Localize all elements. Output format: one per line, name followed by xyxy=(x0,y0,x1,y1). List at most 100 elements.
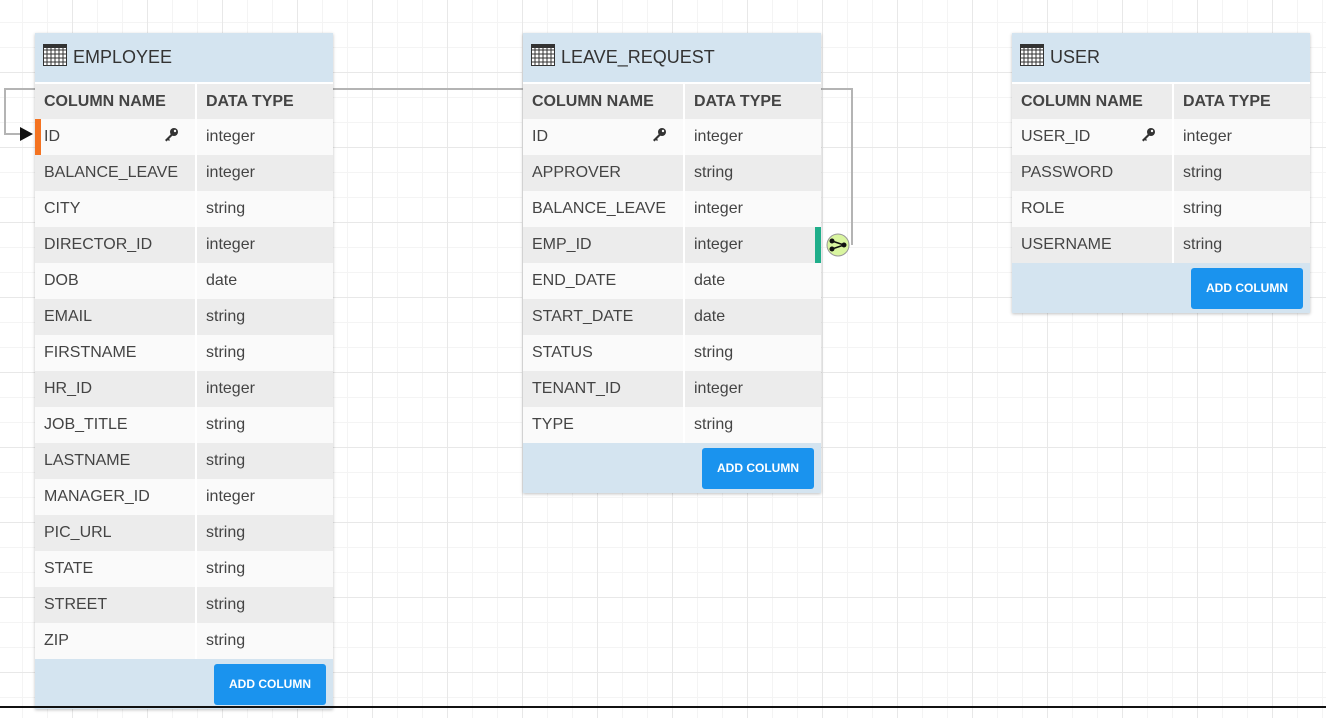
canvas-bottom-border xyxy=(0,706,1326,708)
table-row[interactable]: DIRECTOR_ID integer xyxy=(35,227,333,263)
data-type: string xyxy=(206,308,246,325)
column-name: ID xyxy=(532,128,548,145)
relationship-line xyxy=(4,88,853,245)
column-name: START_DATE xyxy=(532,308,634,325)
table-footer: ADD COLUMN xyxy=(523,443,821,493)
table-row[interactable]: ROLE string xyxy=(1012,191,1310,227)
column-name: STREET xyxy=(44,596,108,613)
table-row[interactable]: HR_ID integer xyxy=(35,371,333,407)
column-name: BALANCE_LEAVE xyxy=(532,200,666,217)
data-type: integer xyxy=(694,380,743,397)
data-type: date xyxy=(206,272,238,289)
data-type: string xyxy=(694,164,734,181)
column-name-header: COLUMN NAME xyxy=(35,84,197,119)
column-name: LASTNAME xyxy=(44,452,131,469)
data-type: integer xyxy=(206,236,255,253)
data-type-header: DATA TYPE xyxy=(694,92,782,110)
column-name: PASSWORD xyxy=(1021,164,1114,181)
table-user[interactable]: USER COLUMN NAME DATA TYPE USER_ID integer PA… xyxy=(1012,33,1310,313)
column-name: APPROVER xyxy=(532,164,621,181)
column-name: USERNAME xyxy=(1021,236,1112,253)
key-icon xyxy=(163,127,179,148)
column-name: EMP_ID xyxy=(532,236,592,253)
foreign-key-marker xyxy=(815,227,821,263)
table-row[interactable]: ZIP string xyxy=(35,623,333,659)
table-row[interactable]: DOB date xyxy=(35,263,333,299)
column-name: ZIP xyxy=(44,632,69,649)
key-icon xyxy=(1140,127,1156,148)
data-type: integer xyxy=(694,200,743,217)
table-title: USER xyxy=(1050,47,1101,67)
table-title: LEAVE_REQUEST xyxy=(561,47,715,67)
column-name-header: COLUMN NAME xyxy=(1012,84,1174,119)
key-icon xyxy=(651,127,667,148)
table-row[interactable]: START_DATE date xyxy=(523,299,821,335)
column-name: CITY xyxy=(44,200,81,217)
column-name: DIRECTOR_ID xyxy=(44,236,153,253)
data-type: string xyxy=(206,344,246,361)
column-name: JOB_TITLE xyxy=(44,416,128,433)
table-header[interactable]: USER xyxy=(1012,33,1310,82)
data-type-header: DATA TYPE xyxy=(1183,92,1271,110)
table-row[interactable]: EMP_ID integer xyxy=(523,227,821,263)
table-row[interactable]: LASTNAME string xyxy=(35,443,333,479)
relationship-icon[interactable] xyxy=(826,233,850,257)
table-row[interactable]: CITY string xyxy=(35,191,333,227)
table-row[interactable]: MANAGER_ID integer xyxy=(35,479,333,515)
data-type: string xyxy=(206,416,246,433)
column-name: FIRSTNAME xyxy=(44,344,137,361)
table-icon xyxy=(531,44,561,71)
column-name: EMAIL xyxy=(44,308,93,325)
data-type: integer xyxy=(206,128,255,145)
data-type: string xyxy=(206,632,246,649)
table-row[interactable]: USER_ID integer xyxy=(1012,119,1310,155)
add-column-button[interactable]: ADD COLUMN xyxy=(214,663,326,705)
column-name: ID xyxy=(44,128,60,145)
data-type: string xyxy=(1183,200,1223,217)
add-column-button[interactable]: ADD COLUMN xyxy=(702,447,814,489)
table-row[interactable]: END_DATE date xyxy=(523,263,821,299)
column-name: TYPE xyxy=(532,416,574,433)
table-header[interactable]: LEAVE_REQUEST xyxy=(523,33,821,82)
column-header-row: COLUMN NAME DATA TYPE xyxy=(35,82,333,119)
table-employee[interactable]: EMPLOYEE COLUMN NAME DATA TYPE ID integer BAL… xyxy=(35,33,333,709)
table-icon xyxy=(1020,44,1050,71)
data-type: string xyxy=(1183,236,1223,253)
data-type: integer xyxy=(694,236,743,253)
table-leave-request[interactable]: LEAVE_REQUEST COLUMN NAME DATA TYPE ID integ… xyxy=(523,33,821,493)
table-row[interactable]: USERNAME string xyxy=(1012,227,1310,263)
column-name: PIC_URL xyxy=(44,524,112,541)
table-row[interactable]: TYPE string xyxy=(523,407,821,443)
add-column-button[interactable]: ADD COLUMN xyxy=(1191,267,1303,309)
table-row[interactable]: FIRSTNAME string xyxy=(35,335,333,371)
table-row[interactable]: ID integer xyxy=(523,119,821,155)
table-row[interactable]: JOB_TITLE string xyxy=(35,407,333,443)
arrow-head-icon xyxy=(20,127,33,141)
table-row[interactable]: ID integer xyxy=(35,119,333,155)
column-name: MANAGER_ID xyxy=(44,488,150,505)
table-row[interactable]: BALANCE_LEAVE integer xyxy=(523,191,821,227)
table-row[interactable]: PIC_URL string xyxy=(35,515,333,551)
table-row[interactable]: STREET string xyxy=(35,587,333,623)
column-name: STATE xyxy=(44,560,94,577)
table-row[interactable]: TENANT_ID integer xyxy=(523,371,821,407)
column-name: ROLE xyxy=(1021,200,1065,217)
data-type: string xyxy=(206,560,246,577)
column-name: STATUS xyxy=(532,344,593,361)
column-name: BALANCE_LEAVE xyxy=(44,164,178,181)
primary-key-marker xyxy=(35,119,41,155)
data-type: date xyxy=(694,308,726,325)
data-type: integer xyxy=(206,488,255,505)
table-header[interactable]: EMPLOYEE xyxy=(35,33,333,82)
table-row[interactable]: APPROVER string xyxy=(523,155,821,191)
table-row[interactable]: EMAIL string xyxy=(35,299,333,335)
table-row[interactable]: BALANCE_LEAVE integer xyxy=(35,155,333,191)
table-row[interactable]: PASSWORD string xyxy=(1012,155,1310,191)
data-type: integer xyxy=(206,164,255,181)
column-name: TENANT_ID xyxy=(532,380,621,397)
data-type: integer xyxy=(1183,128,1232,145)
table-row[interactable]: STATUS string xyxy=(523,335,821,371)
column-name: HR_ID xyxy=(44,380,93,397)
table-row[interactable]: STATE string xyxy=(35,551,333,587)
